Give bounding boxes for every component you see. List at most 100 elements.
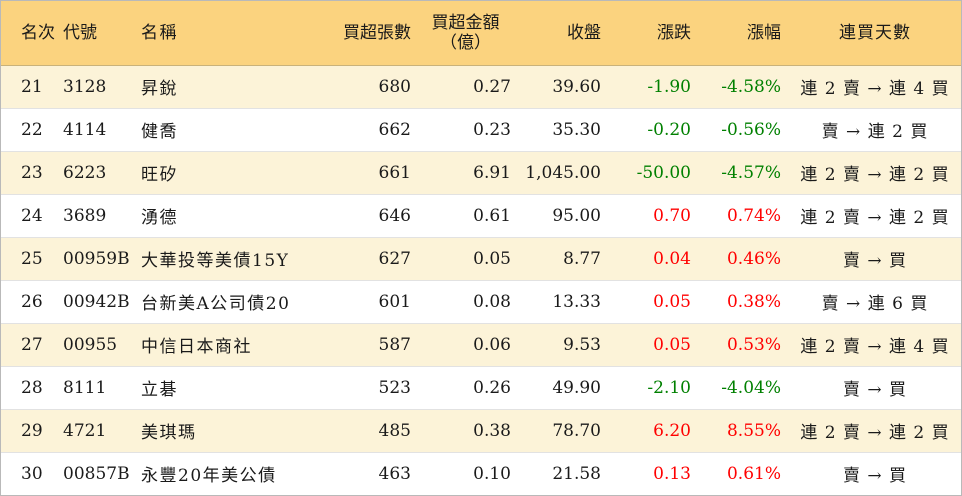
cell-change: 0.05 [653, 334, 691, 355]
table-row[interactable]: 22 4114 健喬 662 0.23 35.30 -0.20 -0.56% 賣 → 連 2 買 [1, 108, 961, 151]
header-rank[interactable]: 名次 [1, 1, 57, 66]
cell-change-pct: 0.61% [726, 463, 781, 484]
cell-rank: 28 [21, 377, 43, 398]
cell-code: 4114 [63, 119, 107, 140]
cell-change: -0.20 [647, 119, 691, 140]
cell-code: 00857B [63, 463, 130, 484]
cell-code: 00959B [63, 248, 130, 269]
cell-net-buy-amount: 6.91 [473, 162, 511, 183]
cell-net-buy-lots: 646 [378, 205, 411, 226]
cell-name: 美琪瑪 [141, 423, 197, 443]
table-row[interactable]: 21 3128 昇銳 680 0.27 39.60 -1.90 -4.58% 連 2 賣 → 連… [1, 65, 961, 108]
cell-rank: 23 [21, 162, 43, 183]
cell-change-pct: -4.57% [721, 162, 781, 183]
header-row: 名次 代號 名稱 買超張數 買超金額 （億） 收盤 漲跌 漲幅 連買天數 [1, 1, 961, 66]
table-row[interactable]: 30 00857B 永豐20年美公債 463 0.10 21.58 0.13 0.61% 賣 →… [1, 452, 961, 495]
header-change-pct[interactable]: 漲幅 [699, 1, 789, 66]
cell-net-buy-amount: 0.23 [473, 119, 511, 140]
cell-name: 昇銳 [141, 79, 178, 99]
cell-consecutive-days: 賣 → 買 [842, 251, 908, 271]
table-row[interactable]: 29 4721 美琪瑪 485 0.38 78.70 6.20 8.55% 連 2 賣 → 連 … [1, 409, 961, 452]
header-name[interactable]: 名稱 [135, 1, 311, 66]
cell-close: 95.00 [552, 205, 601, 226]
table-row[interactable]: 27 00955 中信日本商社 587 0.06 9.53 0.05 0.53% 連 2 賣 →… [1, 323, 961, 366]
cell-change-pct: 0.46% [726, 248, 781, 269]
header-consecutive-days[interactable]: 連買天數 [789, 1, 961, 66]
cell-net-buy-lots: 662 [378, 119, 411, 140]
cell-name: 中信日本商社 [141, 337, 252, 357]
cell-change: -50.00 [636, 162, 691, 183]
cell-net-buy-lots: 680 [378, 76, 411, 97]
cell-change-pct: -4.04% [721, 377, 781, 398]
cell-close: 21.58 [552, 463, 601, 484]
table-row[interactable]: 24 3689 湧德 646 0.61 95.00 0.70 0.74% 連 2 賣 → 連 2… [1, 194, 961, 237]
cell-consecutive-days: 連 2 賣 → 連 4 買 [800, 79, 950, 99]
cell-rank: 29 [21, 420, 43, 441]
cell-code: 8111 [63, 377, 107, 398]
cell-name: 湧德 [141, 208, 178, 228]
cell-consecutive-days: 連 2 賣 → 連 2 買 [800, 165, 950, 185]
header-net-buy-amount-line1: 買超金額 [431, 12, 500, 33]
cell-change-pct: 8.55% [726, 420, 781, 441]
cell-name: 永豐20年美公債 [141, 466, 277, 487]
cell-change: 0.13 [653, 463, 691, 484]
cell-code: 00942B [63, 291, 130, 312]
cell-change: 0.05 [653, 291, 691, 312]
header-net-buy-lots[interactable]: 買超張數 [311, 1, 419, 66]
header-net-buy-amount[interactable]: 買超金額 （億） [419, 1, 519, 66]
cell-change: -1.90 [647, 76, 691, 97]
cell-net-buy-lots: 587 [378, 334, 411, 355]
header-change[interactable]: 漲跌 [609, 1, 699, 66]
cell-code: 6223 [63, 162, 107, 183]
cell-consecutive-days: 連 2 賣 → 連 2 買 [800, 423, 950, 443]
cell-close: 49.90 [552, 377, 601, 398]
cell-close: 13.33 [552, 291, 601, 312]
cell-net-buy-amount: 0.27 [473, 76, 511, 97]
table-row[interactable]: 26 00942B 台新美A公司債20 601 0.08 13.33 0.05 0.38% 賣 … [1, 280, 961, 323]
cell-change-pct: 0.38% [726, 291, 781, 312]
cell-rank: 26 [21, 291, 43, 312]
cell-name: 大華投等美債15Y [141, 251, 290, 271]
cell-consecutive-days: 賣 → 連 6 買 [821, 294, 929, 314]
cell-net-buy-amount: 0.38 [473, 420, 511, 441]
cell-net-buy-lots: 627 [378, 248, 411, 269]
cell-net-buy-amount: 0.06 [473, 334, 511, 355]
cell-net-buy-lots: 485 [378, 420, 411, 441]
header-close[interactable]: 收盤 [519, 1, 609, 66]
header-code[interactable]: 代號 [57, 1, 135, 66]
cell-rank: 24 [21, 205, 43, 226]
cell-rank: 21 [21, 76, 43, 97]
cell-name: 立碁 [141, 380, 178, 400]
cell-change: 6.20 [653, 420, 691, 441]
cell-rank: 22 [21, 119, 43, 140]
cell-rank: 30 [21, 463, 43, 484]
cell-net-buy-amount: 0.26 [473, 377, 511, 398]
cell-close: 39.60 [552, 76, 601, 97]
cell-consecutive-days: 連 2 賣 → 連 4 買 [800, 337, 950, 357]
table-row[interactable]: 23 6223 旺矽 661 6.91 1,045.00 -50.00 -4.57% 連 2 賣… [1, 151, 961, 194]
cell-net-buy-lots: 463 [378, 463, 411, 484]
cell-net-buy-lots: 523 [378, 377, 411, 398]
table-row[interactable]: 25 00959B 大華投等美債15Y 627 0.05 8.77 0.04 0.46% 賣 →… [1, 237, 961, 280]
cell-name: 旺矽 [141, 165, 178, 185]
cell-code: 3128 [63, 76, 107, 97]
cell-net-buy-amount: 0.08 [473, 291, 511, 312]
cell-close: 9.53 [563, 334, 601, 355]
cell-code: 00955 [63, 334, 118, 355]
header-net-buy-amount-line2: （億） [440, 32, 491, 53]
cell-change-pct: 0.74% [726, 205, 781, 226]
cell-change-pct: 0.53% [726, 334, 781, 355]
table-row[interactable]: 28 8111 立碁 523 0.26 49.90 -2.10 -4.04% 賣 → 買 [1, 366, 961, 409]
cell-close: 78.70 [552, 420, 601, 441]
table-header: 名次 代號 名稱 買超張數 買超金額 （億） 收盤 漲跌 漲幅 連買天數 [1, 1, 961, 66]
cell-close: 35.30 [552, 119, 601, 140]
cell-change: 0.70 [653, 205, 691, 226]
cell-rank: 25 [21, 248, 43, 269]
cell-close: 1,045.00 [525, 162, 601, 183]
cell-close: 8.77 [563, 248, 601, 269]
cell-net-buy-lots: 661 [378, 162, 411, 183]
cell-net-buy-amount: 0.61 [473, 205, 511, 226]
cell-net-buy-lots: 601 [378, 291, 411, 312]
